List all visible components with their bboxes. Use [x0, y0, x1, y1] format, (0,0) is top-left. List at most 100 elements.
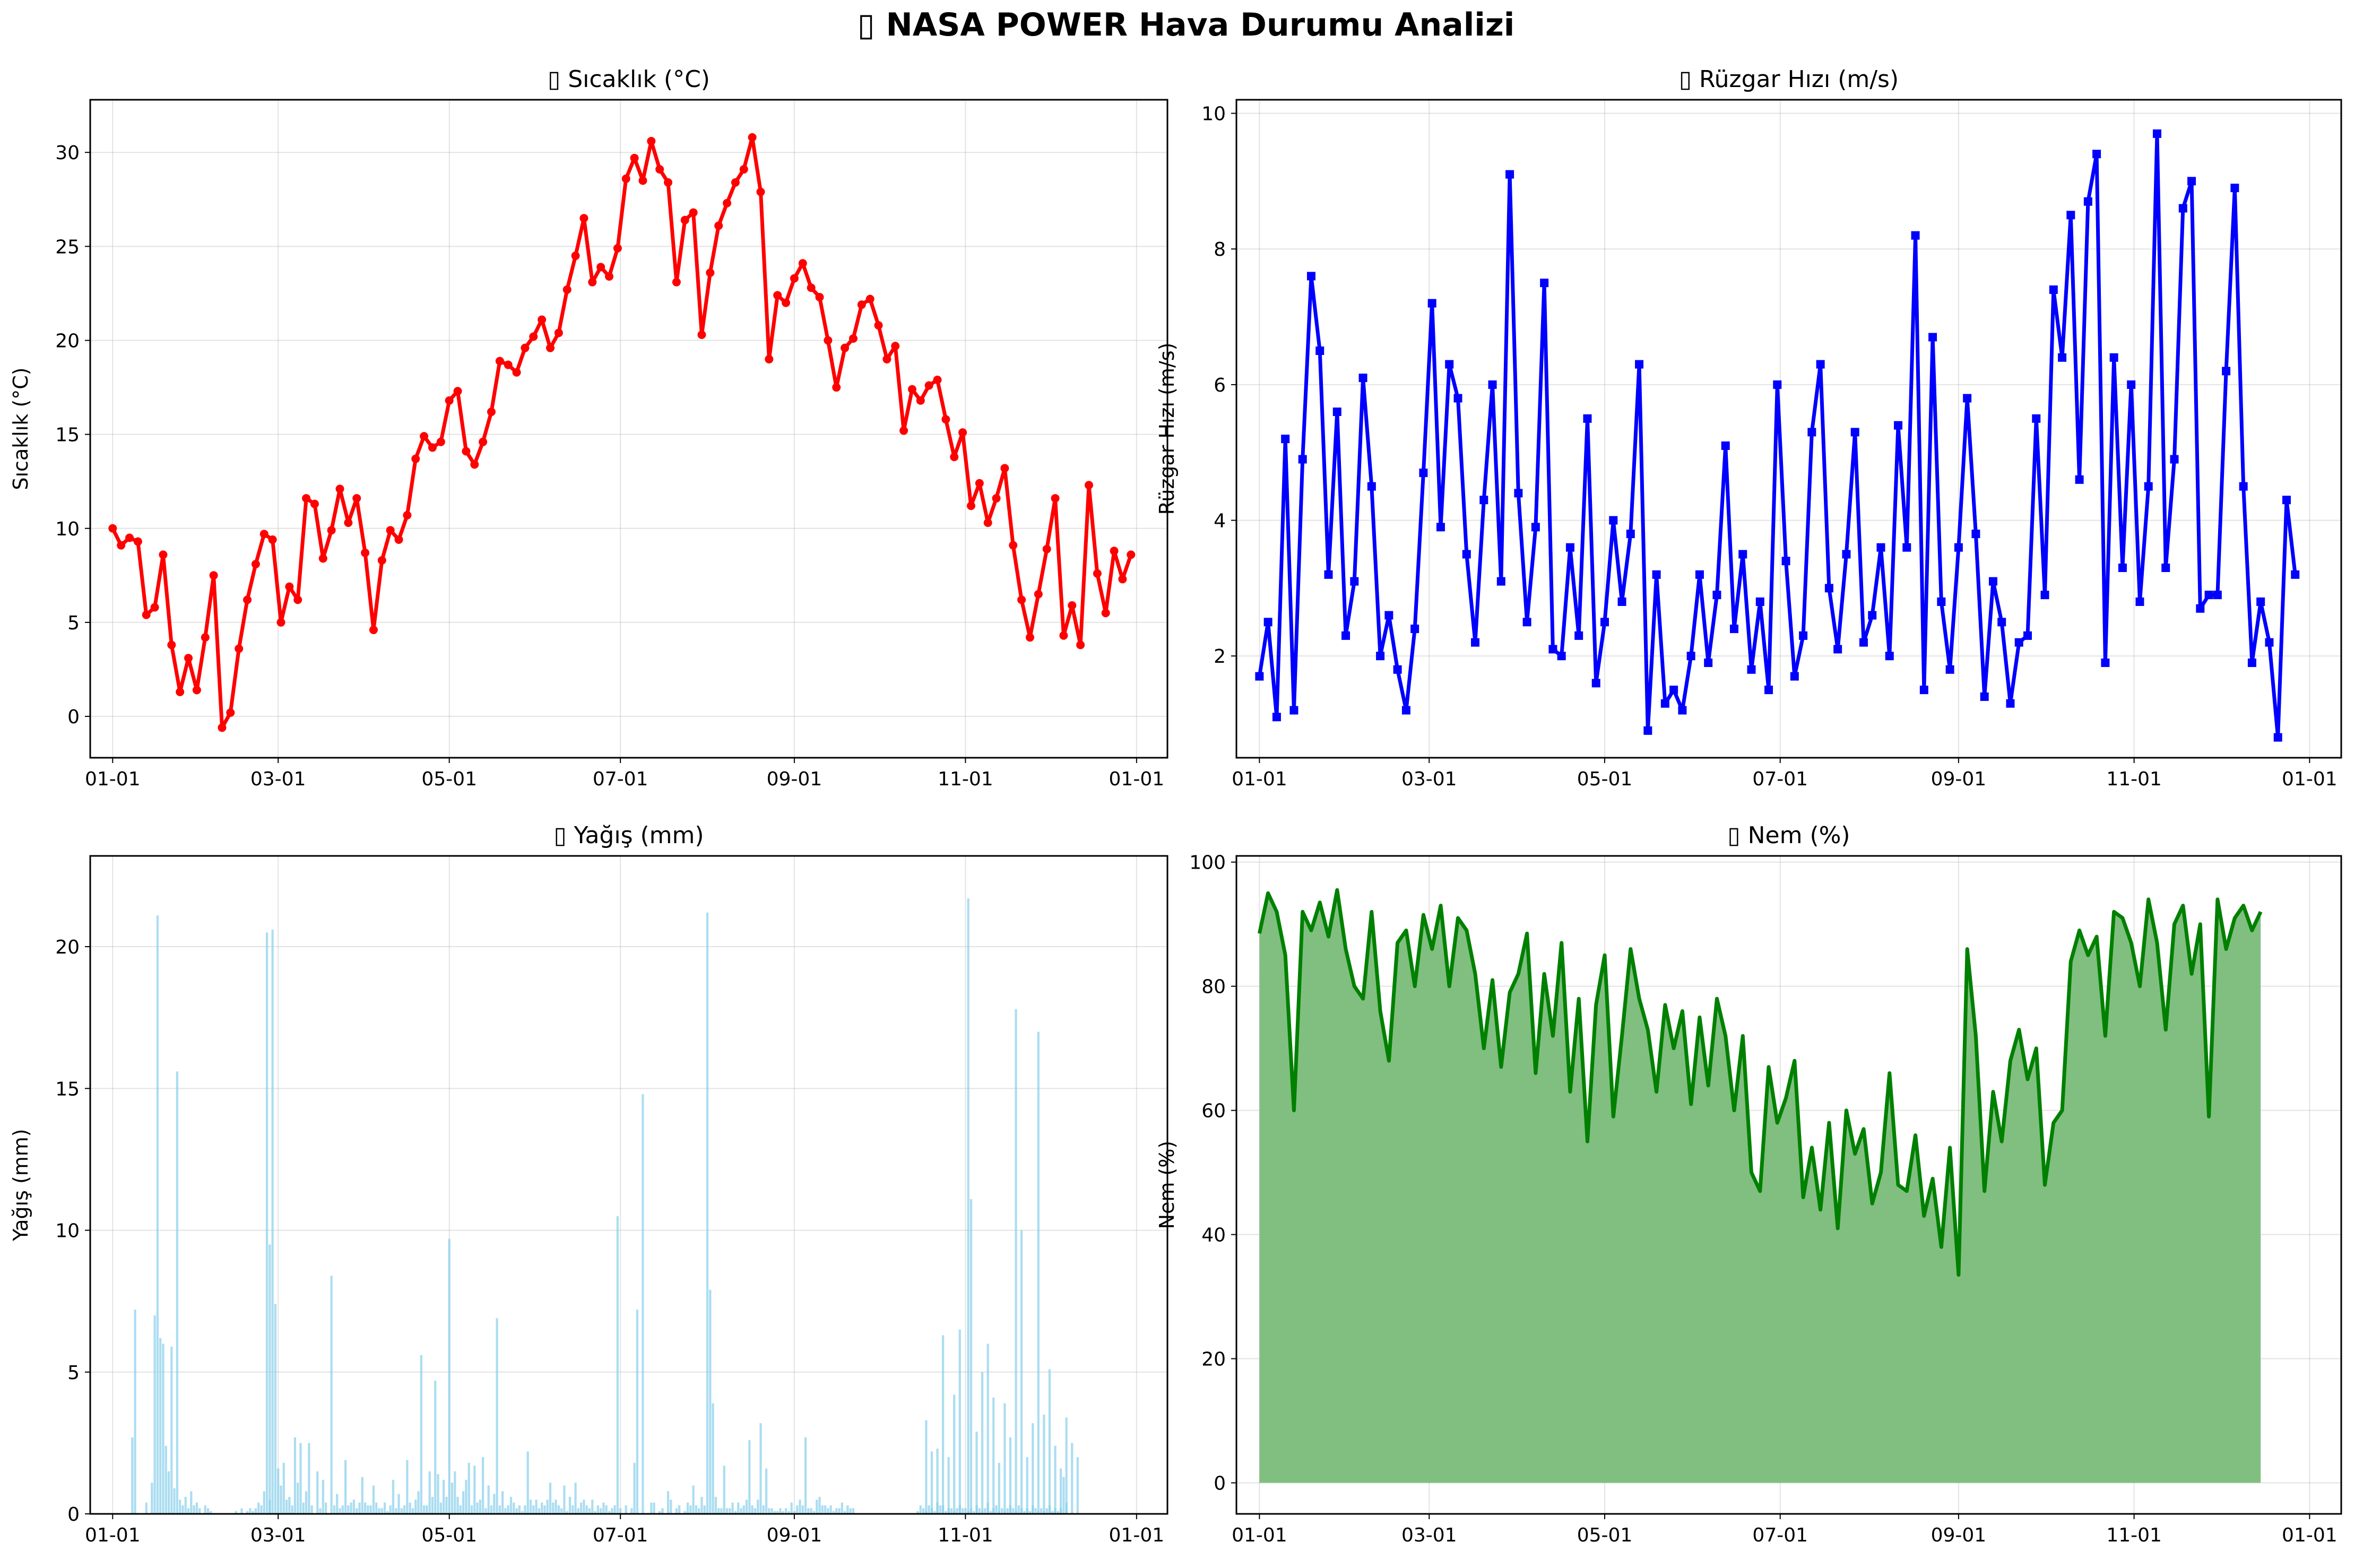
- wind-data-point: [1954, 543, 1963, 552]
- precipitation-bar: [344, 1460, 347, 1514]
- precipitation-bar: [496, 1318, 498, 1514]
- precipitation-bar: [832, 1511, 835, 1514]
- precipitation-bar: [1032, 1423, 1034, 1514]
- temperature-data-point: [647, 136, 656, 145]
- precipitation-bar: [468, 1462, 470, 1514]
- wind-data-point: [2204, 591, 2213, 600]
- wind-data-point: [1652, 570, 1661, 579]
- wind-data-point: [1315, 346, 1324, 355]
- precipitation-bar: [529, 1500, 532, 1514]
- precipitation-bar: [751, 1505, 754, 1514]
- temperature-data-point: [201, 633, 210, 642]
- y-tick-label: 0: [67, 1504, 80, 1526]
- y-tick-label: 10: [55, 1220, 80, 1242]
- precipitation-bar: [787, 1511, 790, 1514]
- temperature-data-point: [1118, 575, 1127, 584]
- precipitation-bar: [583, 1500, 585, 1514]
- precipitation-bar: [459, 1505, 462, 1514]
- temperature-data-point: [479, 437, 488, 446]
- precipitation-bar: [336, 1494, 339, 1514]
- precipitation-bar: [613, 1505, 616, 1514]
- wind-data-point: [1514, 489, 1523, 498]
- precipitation-bar: [734, 1511, 737, 1514]
- precipitation-bar: [1020, 1230, 1023, 1514]
- temperature-data-point: [798, 259, 807, 268]
- temperature-data-point: [765, 354, 774, 363]
- precipitation-bar: [992, 1397, 995, 1514]
- temperature-data-point: [562, 285, 572, 294]
- wind-data-point: [2101, 659, 2110, 668]
- x-tick-label: 03-01: [1401, 1524, 1457, 1546]
- precipitation-bar: [936, 1449, 939, 1514]
- temperature-data-point: [554, 328, 563, 337]
- precipitation-bar: [827, 1508, 829, 1514]
- precipitation-bar: [729, 1508, 731, 1514]
- chart-title: ▯ Yağış (mm): [553, 822, 704, 849]
- wind-data-point: [1272, 713, 1281, 722]
- wind-data-point: [1911, 231, 1920, 240]
- x-tick-label: 07-01: [1752, 1524, 1808, 1546]
- precipitation-bar: [481, 1457, 484, 1514]
- wind-data-point: [1358, 374, 1367, 383]
- wind-data-point: [1635, 360, 1644, 369]
- x-tick-label: 01-01: [2282, 768, 2338, 790]
- precipitation-bar: [252, 1511, 254, 1514]
- precipitation-bar: [465, 1479, 468, 1514]
- precipitation-bar: [692, 1485, 695, 1514]
- precipitation-bar: [504, 1508, 507, 1514]
- wind-data-point: [1626, 530, 1635, 539]
- precipitation-bar: [956, 1508, 958, 1514]
- temperature-data-point: [882, 354, 891, 363]
- precipitation-bar: [678, 1505, 681, 1514]
- temperature-data-point: [268, 535, 277, 544]
- precipitation-bar: [417, 1491, 420, 1514]
- precipitation-bar: [389, 1505, 392, 1514]
- precipitation-bar: [445, 1496, 448, 1514]
- y-tick-label: 40: [1201, 1225, 1226, 1246]
- precipitation-bar: [784, 1508, 787, 1514]
- precipitation-bar: [793, 1511, 796, 1514]
- wind-data-point: [2144, 482, 2153, 491]
- precipitation-bar: [380, 1508, 383, 1514]
- wind-data-point: [1842, 550, 1851, 559]
- precipitation-bar: [240, 1508, 243, 1514]
- wind-data-point: [1255, 672, 1264, 681]
- precipitation-bar: [501, 1491, 504, 1514]
- wind-data-point: [1928, 333, 1937, 342]
- precipitation-bar: [596, 1505, 599, 1514]
- wind-data-point: [1894, 421, 1903, 430]
- temperature-data-point: [142, 610, 151, 619]
- precipitation-bar: [566, 1511, 568, 1514]
- precipitation-bar: [816, 1500, 818, 1514]
- temperature-data-point: [546, 343, 555, 352]
- precipitation-bar: [367, 1505, 369, 1514]
- wind-data-point: [2282, 496, 2291, 505]
- precipitation-bar: [1006, 1508, 1009, 1514]
- wind-data-point: [2247, 659, 2256, 668]
- temperature-series-line: [111, 135, 1133, 730]
- temperature-data-point: [1101, 609, 1110, 618]
- wind-data-point: [1565, 543, 1574, 552]
- precipitation-bar: [181, 1505, 184, 1514]
- temperature-data-point: [975, 479, 984, 488]
- wind-speed-chart: 01-01 03-01 05-01 07-01 09-01 11-01 01-01 2 4 6 8 1…: [1155, 66, 2342, 790]
- precipitation-bar: [291, 1505, 293, 1514]
- temperature-data-point: [782, 298, 791, 307]
- precipitation-bar: [922, 1508, 925, 1514]
- wind-data-point: [1522, 618, 1531, 627]
- x-tick-label: 07-01: [593, 1524, 648, 1546]
- precipitation-bar: [925, 1420, 928, 1514]
- precipitation-bar: [947, 1457, 950, 1514]
- precipitation-bar: [975, 1432, 978, 1514]
- precipitation-bar: [473, 1466, 476, 1514]
- precipitation-bar: [695, 1505, 697, 1514]
- precipitation-bar: [812, 1511, 816, 1514]
- precipitation-bar: [406, 1460, 409, 1514]
- temperature-chart: 01-01 03-01 05-01 07-01 09-01 11-01 01-01 0 5 10 1…: [9, 66, 1168, 790]
- precipitation-bar: [958, 1329, 961, 1514]
- y-tick-label: 30: [55, 142, 80, 164]
- precipitation-bar: [170, 1346, 173, 1514]
- precipitation-bar: [339, 1508, 341, 1514]
- plot-frame: [1235, 855, 2342, 1515]
